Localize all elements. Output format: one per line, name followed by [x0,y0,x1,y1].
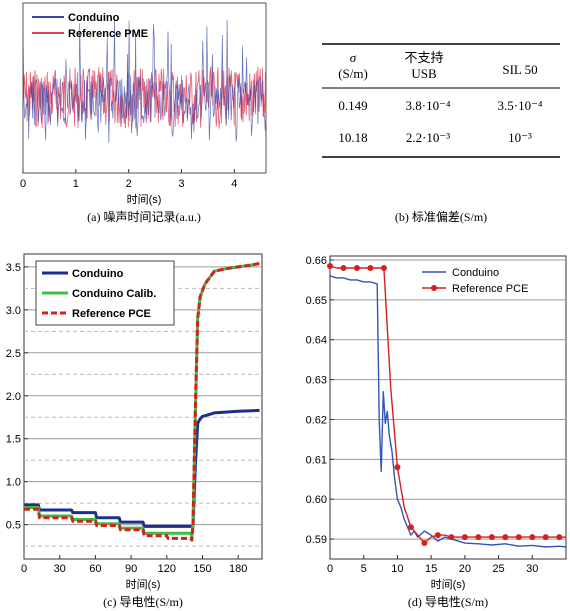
panel-d-conductivity-chart: 0.59 0.60 0.61 0.62 0.63 0.64 0.65 0.66 0 5 10 15 20… [306,255,567,609]
marker-d-1-14 [515,534,522,541]
x-tick-label-d-3: 15 [425,563,437,575]
table-r1-c2: 3.8·10⁻⁴ [406,98,451,113]
panel-c-series-group [24,262,260,542]
marker-d-1-13 [502,534,509,541]
x-tick-label-d-0: 0 [327,563,333,575]
y-tick-label-d-0: 0.59 [306,534,327,546]
panel-c-conductivity-chart: 0.5 1.0 1.5 2.0 2.5 3.0 3.5 0 30 60 90 120 150 180 Co… [6,253,263,609]
panel-a-xlabel: 时间(s) [127,193,162,206]
y-tick-label-d-2: 0.61 [306,454,327,466]
table-r1-c1: 0.149 [338,98,367,113]
panel-a-caption: (a) 噪声时间记录(a.u.) [87,210,201,224]
y-tick-label-c-4: 2.5 [6,348,21,360]
legend-d-marker-reference [431,285,437,291]
x-tick-label-c-2: 60 [89,563,101,575]
x-tick-label-c-0: 0 [21,563,27,575]
y-tick-label-d-7: 0.66 [306,255,327,267]
panel-d-ticks: 0.59 0.60 0.61 0.62 0.63 0.64 0.65 0.66 0 5 10 15 20… [306,255,539,575]
panel-d-grid [330,259,566,540]
table-header-usb-1: 不支持 [404,50,443,65]
series-c-0 [24,408,260,528]
y-tick-label-c-5: 3.0 [6,305,21,317]
panel-d-frame [329,255,567,560]
table-header-sigma: σ [350,50,357,65]
panel-b-caption: (b) 标准偏差(S/m) [395,209,487,224]
legend-a-label-conduino: Conduino [68,12,120,24]
marker-d-1-5 [394,464,401,471]
marker-d-1-15 [529,534,536,541]
legend-d-label-conduino: Conduino [452,267,499,279]
marker-d-1-8 [434,532,441,539]
series-d-0 [329,275,567,548]
x-tick-label-c-3: 90 [125,563,137,575]
marker-d-1-1 [340,264,347,271]
x-tick-label-a-2: 2 [126,178,132,190]
x-tick-label-a-3: 3 [178,178,184,190]
series-a-conduino [22,20,267,143]
panel-d-series-group [327,262,567,548]
marker-d-1-10 [461,534,468,541]
marker-d-1-4 [380,264,387,271]
y-tick-label-c-2: 1.5 [6,434,21,446]
marker-d-1-3 [367,264,374,271]
marker-d-1-12 [488,534,495,541]
table-r2-c2: 2.2·10⁻³ [406,130,450,145]
legend-c-label-conduino: Conduino [72,268,124,280]
x-tick-label-c-6: 180 [229,563,247,575]
y-tick-label-c-0: 0.5 [6,520,21,532]
marker-d-1-9 [448,534,455,541]
legend-a-label-reference: Reference PME [68,28,148,40]
marker-d-1-17 [556,534,563,541]
table-r1-c3: 3.5·10⁻⁴ [498,98,543,113]
y-tick-label-c-1: 1.0 [6,477,21,489]
y-tick-label-c-3: 2.0 [6,391,21,403]
panel-d-xlabel: 时间(s) [431,578,466,591]
y-tick-label-d-4: 0.63 [306,375,327,387]
table-r2-c1: 10.18 [338,130,367,145]
x-tick-label-c-5: 150 [193,563,211,575]
panel-a-x-ticks: 0 1 2 3 4 [20,169,237,190]
marker-d-1-7 [421,540,428,547]
x-tick-label-d-4: 20 [459,563,471,575]
panel-b-table: σ (S/m) 不支持 USB SIL 50 0.149 3.8·10⁻⁴ 3.… [322,43,560,224]
x-tick-label-c-1: 30 [54,563,66,575]
y-tick-label-d-6: 0.65 [306,295,327,307]
legend-d-label-reference: Reference PCE [452,283,528,295]
y-tick-label-d-3: 0.62 [306,414,327,426]
x-tick-label-a-0: 0 [20,178,26,190]
x-tick-label-d-5: 25 [492,563,504,575]
x-tick-label-a-4: 4 [231,178,237,190]
marker-d-1-11 [475,534,482,541]
y-tick-label-d-5: 0.64 [306,335,327,347]
x-tick-label-d-2: 10 [391,563,403,575]
series-a-reference-pme [22,66,267,129]
table-header-sil: SIL 50 [502,62,537,77]
x-tick-label-a-1: 1 [73,178,79,190]
table-header-usb-2: USB [411,66,437,81]
x-tick-label-c-4: 120 [158,563,176,575]
panel-c-xlabel: 时间(s) [126,578,161,591]
marker-d-1-0 [327,262,333,269]
panel-a-series-group [22,20,267,143]
legend-c-label-reference: Reference PCE [72,308,151,320]
panel-d-caption: (d) 导电性(S/m) [408,595,488,609]
panel-c-ticks: 0.5 1.0 1.5 2.0 2.5 3.0 3.5 0 30 60 90 120 150 180 [6,262,248,575]
legend-c-label-calib: Conduino Calib. [72,288,156,300]
x-tick-label-d-6: 30 [526,563,538,575]
table-header-sigma-unit: (S/m) [338,66,368,81]
x-tick-label-d-1: 5 [361,563,367,575]
marker-d-1-16 [542,534,549,541]
table-r2-c3: 10⁻³ [508,130,532,145]
marker-d-1-2 [353,264,360,271]
panel-c-caption: (c) 导电性(S/m) [103,595,183,609]
y-tick-label-c-6: 3.5 [6,262,21,274]
series-c-2 [24,262,260,542]
panel-a-noise-chart: 0 1 2 3 4 Conduino Reference PME 时间(s) (a) 噪… [20,2,267,224]
y-tick-label-d-1: 0.60 [306,494,327,506]
marker-d-1-6 [407,524,414,531]
